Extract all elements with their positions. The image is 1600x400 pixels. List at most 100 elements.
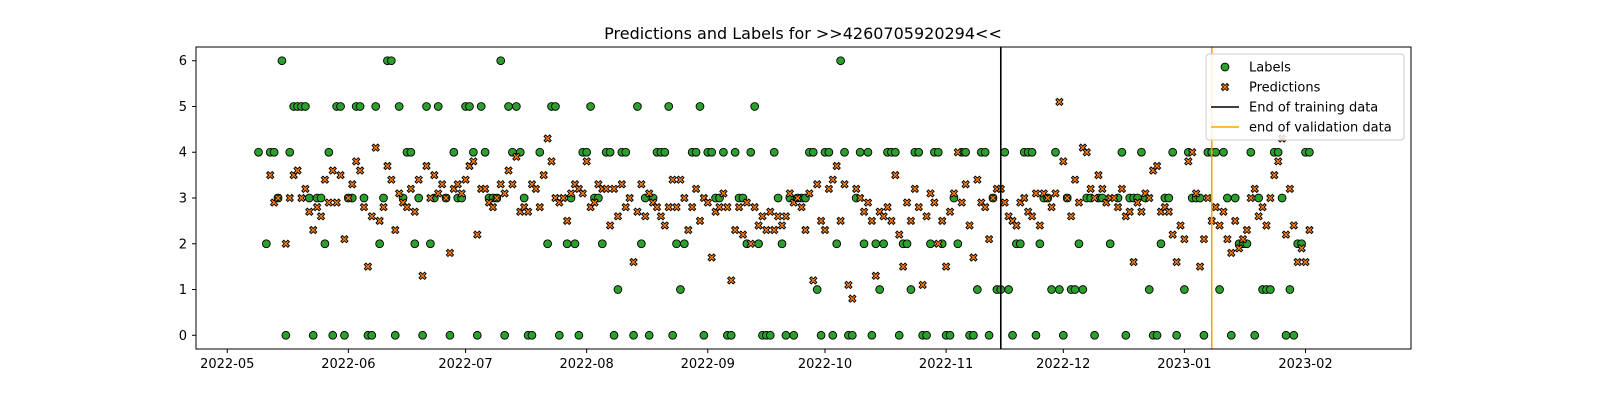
label-point <box>859 239 869 249</box>
prediction-point <box>391 225 400 235</box>
prediction-point <box>500 189 509 198</box>
prediction-point <box>281 239 291 248</box>
label-point <box>672 239 681 249</box>
prediction-point <box>1180 234 1189 244</box>
prediction-point <box>1035 221 1045 230</box>
label-point <box>605 147 615 157</box>
label-point <box>644 330 654 340</box>
label-point <box>562 239 572 249</box>
prediction-point <box>348 180 357 189</box>
label-point <box>769 147 779 157</box>
label-point <box>1219 147 1228 157</box>
label-point <box>1008 330 1017 340</box>
prediction-point <box>504 166 513 175</box>
prediction-point <box>680 193 689 203</box>
prediction-point <box>852 184 861 194</box>
prediction-point <box>691 184 701 194</box>
prediction-point <box>461 175 470 184</box>
prediction-point <box>820 225 830 235</box>
y-tick-label: 3 <box>179 192 187 207</box>
prediction-point <box>1051 189 1060 198</box>
prediction-point <box>969 253 978 262</box>
prediction-point <box>707 253 716 262</box>
label-point <box>371 102 381 111</box>
prediction-point <box>738 230 748 239</box>
label-point <box>906 285 916 294</box>
label-point <box>840 147 849 157</box>
prediction-point <box>1066 212 1076 221</box>
label-point <box>340 330 349 340</box>
label-point <box>676 285 685 294</box>
prediction-point <box>1199 234 1209 244</box>
label-point <box>926 239 935 249</box>
prediction-point <box>351 157 361 166</box>
prediction-point <box>1019 193 1029 203</box>
label-point <box>969 330 978 340</box>
prediction-point <box>1027 212 1037 221</box>
plot-area <box>254 47 1314 349</box>
prediction-point <box>1133 198 1142 207</box>
prediction-point <box>766 207 775 216</box>
label-point <box>726 330 736 340</box>
label-point <box>1164 193 1174 203</box>
label-point <box>679 239 689 249</box>
prediction-point <box>363 262 373 271</box>
label-point <box>406 147 416 157</box>
label-point <box>426 239 435 249</box>
label-point <box>375 239 384 249</box>
label-point <box>1105 239 1115 249</box>
prediction-point <box>523 207 533 216</box>
prediction-point <box>562 216 572 226</box>
label-point <box>535 147 545 157</box>
prediction-point <box>828 175 838 184</box>
prediction-point <box>1254 212 1263 221</box>
label-point <box>504 102 513 111</box>
prediction-point <box>1168 230 1177 239</box>
prediction-point <box>273 193 283 203</box>
prediction-point <box>293 166 302 175</box>
prediction-point <box>1137 207 1146 216</box>
x-tick-label: 2023-01 <box>1157 357 1211 372</box>
label-point <box>816 330 826 340</box>
prediction-point <box>1059 157 1068 166</box>
prediction-point <box>637 180 646 189</box>
label-point <box>1078 285 1088 294</box>
prediction-point <box>816 216 826 226</box>
prediction-point <box>406 184 416 194</box>
prediction-point <box>426 193 435 203</box>
prediction-point <box>340 234 349 244</box>
label-point <box>1004 285 1013 294</box>
prediction-point <box>695 216 705 226</box>
prediction-point <box>359 202 369 212</box>
prediction-point <box>582 157 591 166</box>
prediction-point <box>371 143 380 152</box>
prediction-point <box>812 180 822 189</box>
prediction-point <box>687 202 697 212</box>
prediction-point <box>934 239 943 248</box>
prediction-point <box>394 189 404 198</box>
prediction-point <box>910 184 920 194</box>
prediction-point <box>367 212 377 221</box>
label-point <box>301 102 310 111</box>
prediction-point <box>719 189 728 198</box>
label-point <box>812 285 822 294</box>
label-point <box>719 147 728 157</box>
prediction-point <box>664 202 673 212</box>
prediction-point <box>422 161 431 171</box>
label-point <box>922 330 931 340</box>
label-point <box>1246 147 1256 157</box>
prediction-point <box>1270 170 1279 180</box>
label-point <box>304 193 314 203</box>
prediction-point <box>1215 221 1224 230</box>
prediction-point <box>824 184 834 194</box>
prediction-point <box>801 225 810 235</box>
label-point <box>316 193 326 203</box>
prediction-point <box>652 202 662 212</box>
prediction-point <box>469 157 478 166</box>
y-tick-label: 1 <box>179 283 187 298</box>
prediction-point <box>480 184 490 194</box>
prediction-point <box>1094 170 1103 180</box>
label-point <box>828 330 838 340</box>
label-point <box>1027 147 1037 157</box>
prediction-point <box>1125 207 1134 216</box>
